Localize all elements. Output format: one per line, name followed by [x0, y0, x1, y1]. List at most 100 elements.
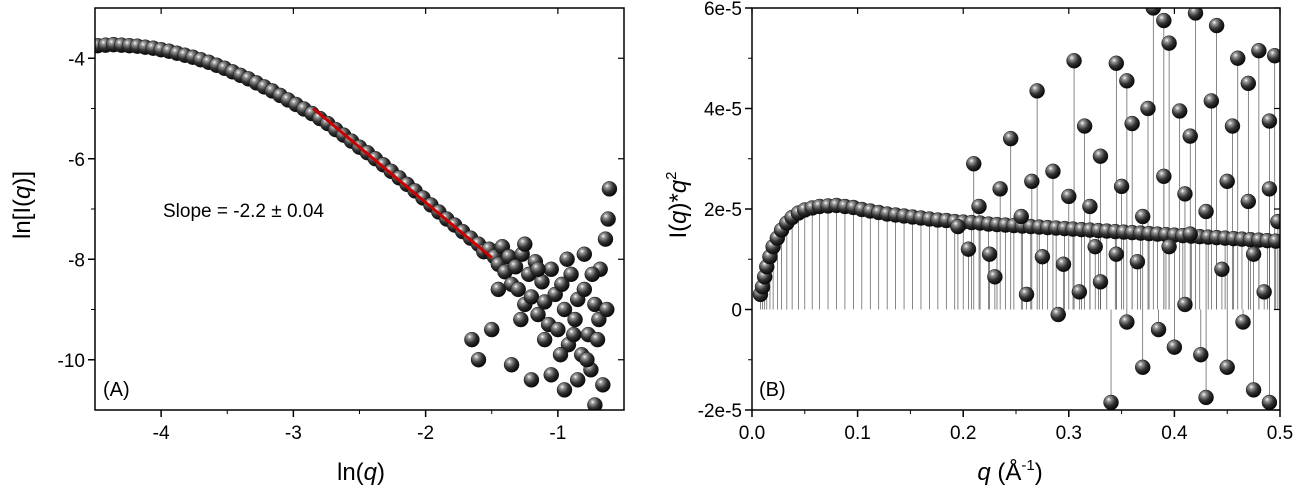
x-tick-label: 0.2: [950, 423, 976, 444]
data-point: [523, 289, 540, 305]
data-point: [599, 301, 615, 318]
data-point: [1177, 186, 1193, 202]
data-point: [1203, 93, 1220, 109]
data-point: [960, 241, 977, 257]
data-point: [1076, 118, 1093, 134]
data-point: [576, 281, 593, 298]
panel-a-y-axis-title: ln[I(q)]: [9, 171, 36, 239]
data-point: [1113, 178, 1130, 195]
panel-b-x-axis-title: q (Å-1): [977, 457, 1042, 486]
panel-a-x-axis-title: ln(q): [337, 459, 385, 486]
panel-a-label: (A): [103, 379, 130, 401]
data-point: [1082, 198, 1098, 215]
data-point: [1034, 248, 1051, 265]
data-point: [1219, 173, 1235, 190]
data-point: [1156, 12, 1172, 29]
data-point: [530, 306, 546, 323]
data-point: [554, 276, 570, 293]
data-point: [966, 156, 982, 172]
data-point: [464, 331, 480, 348]
data-point: [1055, 256, 1072, 273]
data-point: [1129, 254, 1146, 270]
data-point: [543, 261, 560, 278]
data-point: [1166, 339, 1183, 355]
y-tick-label: -2e-5: [698, 401, 742, 422]
data-point: [1140, 100, 1156, 117]
data-point: [513, 311, 529, 328]
data-point: [601, 181, 618, 197]
data-point: [1235, 314, 1251, 330]
y-tick-label: 0: [731, 301, 742, 322]
data-point: [576, 246, 593, 262]
data-point: [1268, 233, 1280, 249]
data-point: [556, 382, 573, 398]
data-point: [1270, 213, 1280, 230]
data-point: [563, 266, 579, 283]
data-point: [1119, 73, 1135, 89]
data-point: [1182, 226, 1198, 242]
data-point: [556, 301, 573, 318]
data-point: [595, 377, 611, 393]
data-point: [559, 251, 575, 267]
panel-b-y-ticks: -2e-5 0 2e-5 4e-5 6e-5: [698, 0, 1280, 422]
panel-a-slope-annotation: Slope = -2.2 ± 0.04: [163, 201, 324, 222]
data-point: [543, 367, 560, 383]
data-point: [1240, 193, 1257, 210]
data-point: [1145, 8, 1162, 16]
data-point: [1171, 103, 1188, 119]
y-tick-label: -10: [58, 351, 85, 372]
panel-a-fit-line: [312, 107, 493, 259]
data-point: [523, 372, 540, 388]
y-tick-label: -6: [68, 150, 85, 171]
data-point: [1002, 130, 1019, 147]
data-point: [1245, 246, 1262, 262]
data-point: [1087, 238, 1103, 255]
y-tick-label: 6e-5: [704, 0, 742, 20]
data-point: [1161, 35, 1177, 51]
data-point: [1029, 83, 1045, 99]
data-point: [1092, 148, 1109, 164]
panel-b-series: [752, 8, 1280, 410]
data-point: [536, 294, 553, 310]
data-point: [1066, 53, 1082, 69]
panel-a-x-ticks: -4 -3 -2 -1: [153, 8, 566, 444]
data-point: [987, 269, 1003, 285]
x-tick-label: 0.0: [739, 423, 765, 444]
data-point: [597, 231, 614, 247]
data-point: [1261, 181, 1278, 197]
data-point: [1187, 8, 1204, 21]
panel-a-series: [95, 36, 618, 410]
data-point: [1124, 115, 1140, 132]
data-point: [1198, 203, 1214, 220]
data-point: [510, 281, 526, 298]
data-point: [992, 181, 1008, 197]
panel-b: 0.0 0.1 0.2 0.3 0.4 0.5 -2e-5 0 2e-5 4e-5 6e-5 (B…: [663, 0, 1293, 486]
panel-b-x-ticks: 0.0 0.1 0.2 0.3 0.4 0.5: [739, 8, 1293, 444]
data-point: [1156, 168, 1172, 185]
data-point: [1219, 359, 1235, 376]
data-point: [1230, 50, 1246, 66]
y-tick-label: -4: [68, 49, 85, 70]
data-point: [1092, 274, 1109, 290]
x-tick-label: 0.3: [1056, 423, 1082, 444]
data-point: [1193, 346, 1209, 363]
data-point: [584, 266, 601, 283]
x-tick-label: -4: [153, 423, 170, 444]
data-point: [1134, 208, 1151, 225]
data-point: [1071, 284, 1088, 300]
data-point: [950, 218, 966, 235]
data-point: [589, 331, 606, 348]
data-point: [470, 352, 487, 368]
data-point: [1208, 17, 1225, 34]
data-point: [1024, 173, 1040, 190]
data-point: [1108, 55, 1125, 72]
panel-a: -4 -3 -2 -1 -10 -8 -6 -4 Slope = -2.2 ± 0.04 (…: [9, 7, 625, 486]
data-point: [1214, 261, 1230, 278]
y-tick-label: -8: [68, 250, 85, 271]
data-point: [600, 211, 616, 227]
data-point: [1013, 208, 1030, 225]
data-point: [1103, 394, 1119, 410]
data-point: [1150, 321, 1167, 338]
data-point: [1266, 47, 1280, 64]
